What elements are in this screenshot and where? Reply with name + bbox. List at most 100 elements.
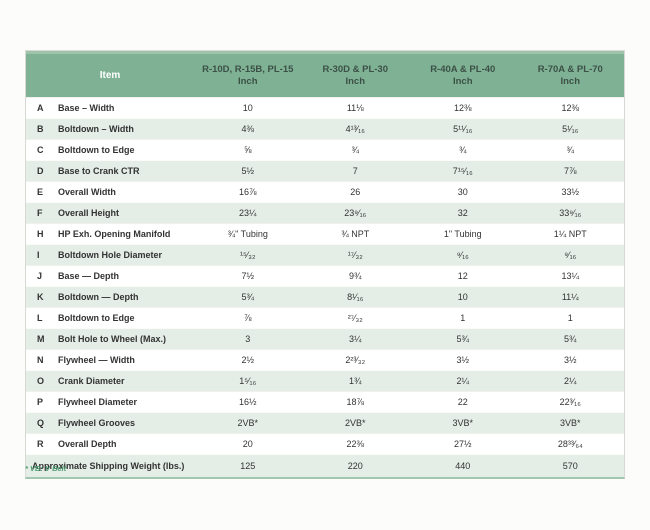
column-header-model-2: R-30D & PL-30 Inch (302, 64, 410, 88)
item-label: Overall Width (58, 187, 116, 197)
spec-table: Item R-10D, R-15B, PL-15 Inch R-30D & PL… (25, 50, 625, 479)
spec-value: 1⁵⁄₁₆ (239, 376, 257, 386)
column-header-item: Item (99, 69, 121, 81)
spec-value: 12⅜ (561, 103, 580, 113)
shipping-weight-row: Approximate Shipping Weight (lbs.) 125 2… (26, 454, 624, 477)
spec-value: 22 (457, 397, 468, 407)
spec-value: 22⅜ (346, 439, 365, 449)
table-row: L Boltdown to Edge ⅞ ²⁷⁄₃₂ 1 1 (26, 307, 624, 328)
spec-value: 5¹¹⁄₁₆ (453, 124, 473, 134)
spec-value: 3½ (563, 355, 577, 365)
table-row: R Overall Depth 20 22⅜ 27½ 28³³⁄₆₄ (26, 433, 624, 454)
spec-value: 33½ (561, 187, 580, 197)
spec-value: ¾ (351, 145, 359, 155)
column-header-model-3-unit: Inch (452, 75, 473, 87)
footnote: * VB: V Belt (25, 464, 67, 473)
row-letter: D (37, 166, 44, 176)
column-header-model-4: R-70A & PL-70 Inch (517, 64, 625, 88)
row-letter: H (37, 229, 44, 239)
spec-value: 2½ (241, 355, 254, 365)
column-header-model-1-name: R-10D, R-15B, PL-15 (202, 63, 294, 75)
table-row: H HP Exh. Opening Manifold ¾" Tubing ¾ N… (26, 223, 624, 244)
spec-value: ¾ (458, 145, 467, 155)
spec-value: 2VB* (237, 418, 258, 428)
spec-value: 1 (460, 313, 466, 323)
spec-value: 33⁹⁄₁₆ (559, 208, 582, 218)
row-letter: C (37, 145, 44, 155)
spec-value: 16⅞ (238, 187, 257, 197)
spec-value: 11⅛ (346, 103, 364, 113)
row-letter: I (37, 250, 40, 260)
table-row: B Boltdown – Width 4⅜ 4¹³⁄₁₆ 5¹¹⁄₁₆ 5¹⁄₁… (26, 118, 624, 139)
spec-value: 8¹⁄₁₆ (347, 292, 364, 302)
column-header-model-2-unit: Inch (345, 75, 366, 87)
spec-value: 26 (350, 187, 361, 197)
spec-value: 3 (245, 334, 251, 344)
table-row: M Bolt Hole to Wheel (Max.) 3 3¼ 5¾ 5¾ (26, 328, 624, 349)
spec-value: 2¼ (456, 376, 469, 386)
item-label: Flywheel — Width (58, 355, 135, 365)
spec-value: 1¾ (348, 376, 362, 386)
item-label: Bolt Hole to Wheel (Max.) (58, 334, 166, 344)
spec-value: 5¾ (456, 334, 469, 344)
item-label: Boltdown — Depth (58, 292, 139, 302)
spec-value: 23¼ (238, 208, 257, 218)
item-label: Crank Diameter (58, 376, 125, 386)
spec-value: 12 (457, 271, 468, 281)
row-letter: L (37, 313, 43, 323)
row-letter: P (37, 397, 44, 407)
spec-value: 3¼ (348, 334, 362, 344)
row-letter: K (37, 292, 44, 302)
table-row: N Flywheel — Width 2½ 2²³⁄₃₂ 3½ 3½ (26, 349, 624, 370)
spec-value: ¾" Tubing (227, 229, 268, 239)
table-row: E Overall Width 16⅞ 26 30 33½ (26, 181, 624, 202)
column-header-model-3: R-40A & PL-40 Inch (409, 64, 517, 88)
spec-value: 1" Tubing (443, 229, 482, 239)
column-header-model-4-name: R-70A & PL-70 (537, 63, 603, 75)
table-row: C Boltdown to Edge ⅝ ¾ ¾ ¾ (26, 139, 624, 160)
row-letter: Q (37, 418, 45, 428)
shipping-weight-value: 220 (347, 461, 363, 471)
item-label: HP Exh. Opening Manifold (58, 229, 171, 239)
shipping-weight-value: 440 (455, 461, 471, 471)
spec-value: 3½ (456, 355, 469, 365)
spec-value: 7⅞ (563, 166, 577, 176)
spec-value: 7¹⁵⁄₁₆ (452, 166, 473, 176)
spec-value: 3VB* (452, 418, 473, 428)
spec-value: ⁹⁄₁₆ (456, 250, 469, 260)
spec-value: 3VB* (559, 418, 581, 428)
item-label: Base — Depth (58, 271, 120, 281)
spec-value: 22³⁄₁₆ (559, 397, 581, 407)
item-label: Flywheel Diameter (58, 397, 138, 407)
spec-value: ¾ NPT (341, 229, 370, 239)
table-row: K Boltdown — Depth 5¾ 8¹⁄₁₆ 10 11¼ (26, 286, 624, 307)
column-header-model-2-name: R-30D & PL-30 (322, 63, 388, 75)
spec-value: ¾ (566, 145, 574, 155)
spec-value: ¹⁷⁄₃₂ (347, 250, 363, 260)
item-label: Base to Crank CTR (58, 166, 140, 176)
spec-value: 5¹⁄₁₆ (562, 124, 579, 134)
spec-value: 23⁹⁄₁₆ (344, 208, 367, 218)
row-letter: O (37, 376, 45, 386)
spec-value: 12⅜ (453, 103, 472, 113)
spec-value: 30 (457, 187, 468, 197)
spec-value: 4¹³⁄₁₆ (345, 124, 365, 134)
table-body: A Base – Width 10 11⅛ 12⅜ 12⅜ B Boltdown… (26, 97, 624, 454)
column-header-model-3-name: R-40A & PL-40 (430, 63, 496, 75)
column-header-model-4-unit: Inch (560, 75, 581, 87)
shipping-weight-label: Approximate Shipping Weight (lbs.) (32, 461, 185, 471)
shipping-weight-value: 125 (240, 461, 256, 471)
spec-value: 32 (457, 208, 468, 218)
spec-value: 1¼ NPT (553, 229, 587, 239)
row-letter: E (37, 187, 44, 197)
table-row: J Base — Depth 7½ 9¾ 12 13¼ (26, 265, 624, 286)
row-letter: N (37, 355, 44, 365)
spec-value: ¹⁵⁄₃₂ (240, 250, 256, 260)
spec-value: ⅝ (243, 145, 252, 155)
spec-value: 28³³⁄₆₄ (557, 439, 583, 449)
row-letter: R (37, 439, 44, 449)
spec-value: 9¾ (348, 271, 362, 281)
spec-value: 5½ (241, 166, 254, 176)
column-header-model-1-unit: Inch (237, 75, 258, 87)
